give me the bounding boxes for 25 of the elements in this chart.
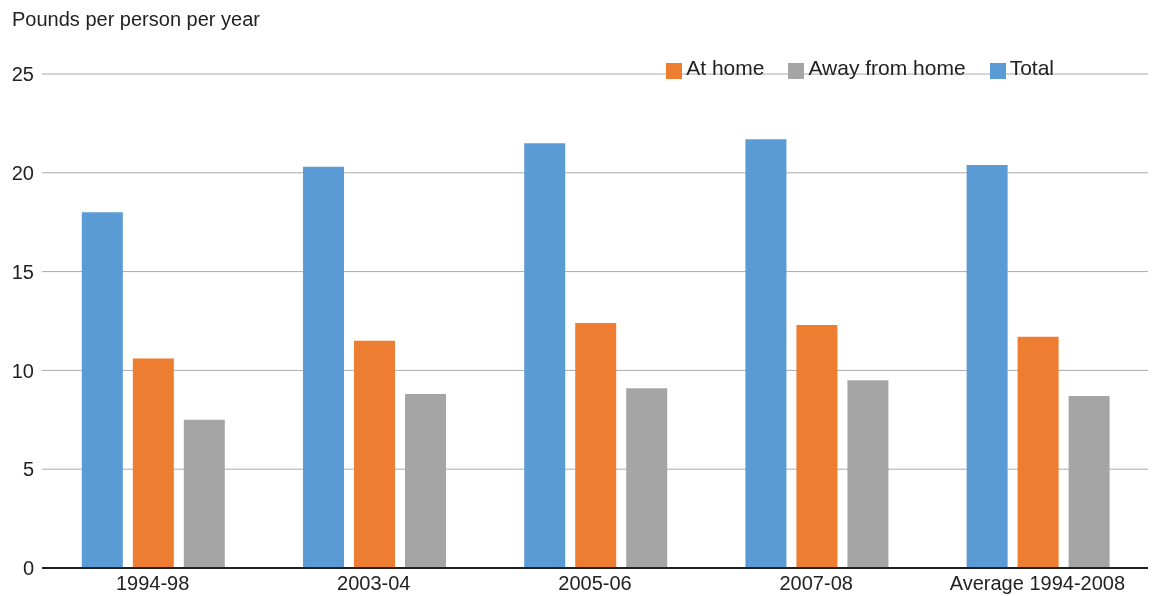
bar <box>575 322 617 568</box>
y-tick-label: 5 <box>22 458 34 481</box>
x-tick-label: 2005-06 <box>558 572 632 595</box>
bar <box>966 164 1008 568</box>
y-tick-label: 0 <box>22 557 34 580</box>
y-tick-label: 10 <box>11 359 34 382</box>
x-tick-label: 2003-04 <box>337 572 411 595</box>
bar <box>303 166 345 568</box>
bar <box>524 143 566 568</box>
y-tick-label: 15 <box>11 260 34 283</box>
x-tick-label: Average 1994-2008 <box>949 572 1126 595</box>
bar <box>81 212 123 568</box>
bar <box>796 324 838 568</box>
legend-label: At home <box>686 56 765 79</box>
bar <box>132 358 174 568</box>
y-tick-label: 25 <box>11 63 34 86</box>
legend-label: Total <box>1009 56 1054 79</box>
bar <box>354 340 396 568</box>
y-tick-label: 20 <box>11 161 34 184</box>
bar <box>745 139 787 568</box>
y-axis-title: Pounds per person per year <box>12 8 260 31</box>
x-tick-label: 1994-98 <box>115 572 190 595</box>
x-tick-label: 2007-08 <box>779 572 853 595</box>
legend-label: Away from home <box>808 56 966 79</box>
bar <box>1017 336 1059 568</box>
